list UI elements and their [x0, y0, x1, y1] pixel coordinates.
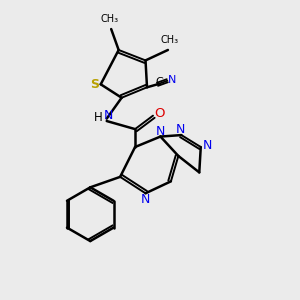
Text: N: N	[168, 75, 176, 85]
Text: N: N	[176, 124, 185, 136]
Text: S: S	[90, 78, 99, 91]
Text: C: C	[155, 77, 163, 87]
Text: CH₃: CH₃	[160, 35, 178, 45]
Text: N: N	[141, 193, 150, 206]
Text: H: H	[94, 111, 103, 124]
Text: CH₃: CH₃	[100, 14, 119, 24]
Text: N: N	[156, 125, 165, 138]
Text: O: O	[154, 107, 165, 120]
Text: N: N	[103, 109, 113, 122]
Text: N: N	[202, 139, 212, 152]
